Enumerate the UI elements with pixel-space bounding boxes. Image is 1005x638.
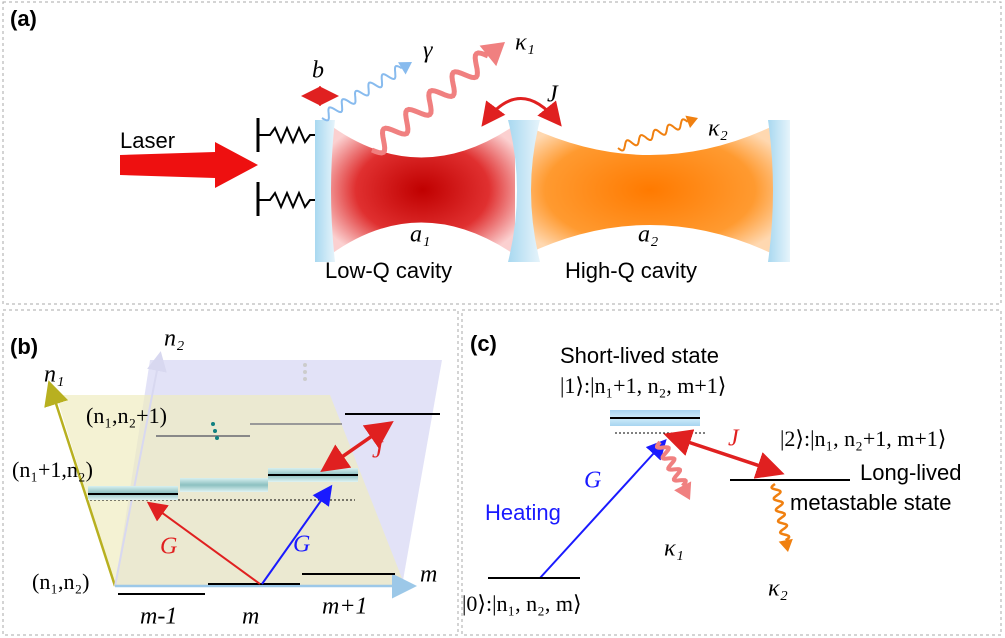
m-label: m [242, 604, 259, 630]
emission-wave [657, 442, 686, 486]
gamma-label: γ [423, 38, 433, 64]
axis-label: n₁ [44, 362, 64, 388]
state-label: |0⟩:|n₁, n₂, m⟩ [462, 591, 582, 616]
m-label: m+1 [322, 594, 368, 620]
emission-head [779, 539, 793, 552]
state-title: Short-lived state [560, 343, 719, 368]
kappa1-label: κ₁ [515, 30, 535, 56]
j-label: J [728, 426, 740, 452]
figure: (a) Laser b γ κ₁ J κ₂ a₁ a₂ Low-Q cavity… [0, 0, 1005, 638]
state-title: Long-lived [860, 460, 962, 485]
state-label: |2⟩:|n₁, n₂+1, m+1⟩ [780, 426, 946, 451]
g-label: G [584, 468, 601, 494]
emission-wave [372, 53, 488, 153]
emission-wave [618, 119, 688, 150]
mode-label: a₂ [638, 222, 658, 248]
state-label: |1⟩:|n₁+1, n₂, m+1⟩ [560, 373, 726, 398]
j-label: J [372, 438, 384, 464]
panel-label: (b) [10, 334, 38, 359]
cavity-label: Low-Q cavity [325, 258, 452, 283]
level-label: (n₁,n₂) [32, 569, 90, 594]
axis-label: n₂ [164, 326, 184, 352]
state-title: metastable state [790, 490, 951, 515]
b-label: b [312, 58, 324, 84]
emission-wave [772, 484, 790, 540]
kappa-label: κ₂ [768, 576, 788, 602]
level-label: (n₁+1,n₂) [12, 457, 93, 482]
j-label: J [547, 82, 559, 108]
kappa-label: κ₁ [664, 536, 684, 562]
spring-wall [258, 118, 318, 216]
g-label: G [160, 534, 177, 560]
panel-label: (a) [10, 6, 37, 31]
j-arrow [670, 436, 778, 472]
heating-label: Heating [485, 500, 561, 525]
laser-label: Laser [120, 128, 175, 153]
level-label: (n₁,n₂+1) [86, 403, 167, 428]
cavity-label: High-Q cavity [565, 258, 697, 283]
m-label: m-1 [140, 604, 177, 630]
g-label: G [293, 532, 310, 558]
panel-label: (c) [470, 331, 497, 356]
emission-wave [322, 66, 402, 120]
mode-label: a₁ [410, 222, 430, 248]
kappa2-label: κ₂ [708, 116, 728, 142]
axis-label: m [420, 562, 437, 588]
